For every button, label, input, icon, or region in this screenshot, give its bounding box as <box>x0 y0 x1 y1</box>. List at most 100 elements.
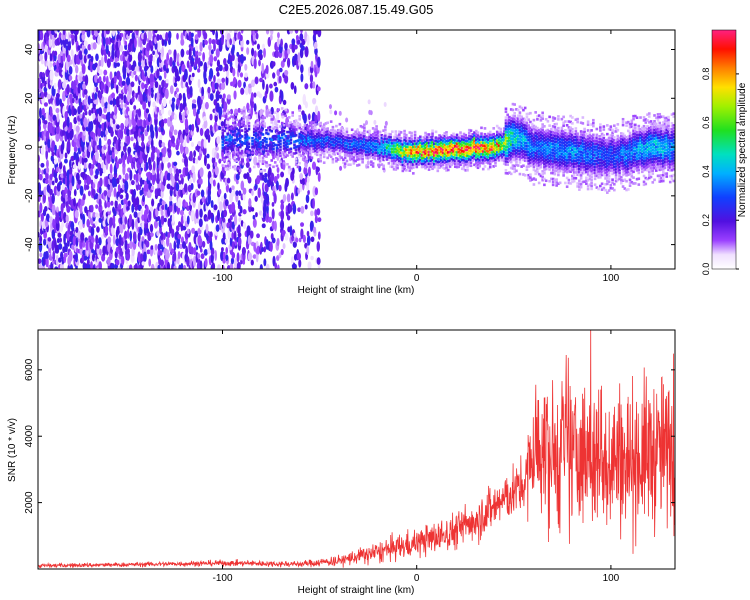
spectrogram-cell <box>347 154 350 158</box>
spectrogram-cell <box>471 150 475 154</box>
spectrogram-cell <box>322 135 326 138</box>
spectrogram-cell <box>315 166 320 173</box>
spectrogram-cell <box>373 157 377 161</box>
spectrogram-cell <box>502 147 506 151</box>
spectrogram-cell <box>107 81 111 88</box>
spectrogram-cell <box>558 140 562 144</box>
spectrogram-cell <box>314 143 317 147</box>
spectrogram-cell <box>515 108 518 111</box>
spectrogram-cell <box>529 135 532 138</box>
spectrogram-cell <box>173 129 178 136</box>
spectrogram-cell <box>307 134 310 137</box>
spectrogram-cell <box>258 142 261 145</box>
spectrogram-cell <box>352 141 356 145</box>
spectrogram-cell <box>336 140 340 144</box>
spectrogram-cell <box>536 141 539 145</box>
spectrogram-cell <box>405 151 408 155</box>
spectrogram-cell <box>38 154 41 163</box>
spectrogram-cell <box>551 154 555 157</box>
spectrogram-cell <box>513 144 516 147</box>
spectrogram-cell <box>364 156 368 160</box>
spectrogram-cell <box>525 142 529 145</box>
spectrogram-cell <box>41 72 46 78</box>
spectrogram-cell <box>525 115 529 119</box>
spectrogram-cell <box>45 149 49 160</box>
spectrogram-cell <box>293 53 298 62</box>
spectrogram-cell <box>301 152 305 155</box>
spectrogram-cell <box>289 225 293 237</box>
spectrogram-cell <box>190 76 194 81</box>
spectrogram-cell <box>392 147 396 151</box>
spectrogram-cell <box>100 56 104 68</box>
spectrogram-cell <box>92 212 96 218</box>
spectrogram-cell <box>483 165 487 168</box>
spectrogram-cell <box>162 240 166 248</box>
spectrogram-cell <box>256 142 260 145</box>
spectrogram-cell <box>263 122 267 125</box>
spectrogram-cell <box>363 143 366 147</box>
spectrogram-cell <box>186 256 190 267</box>
spectrogram-cell <box>478 153 482 156</box>
spectrogram-cell <box>532 124 536 128</box>
spectrogram-cell <box>506 154 509 158</box>
spectrogram-cell <box>492 132 496 136</box>
spectrogram-cell <box>308 147 312 151</box>
spectrogram-cell <box>536 126 539 130</box>
spectrogram-cell <box>539 154 543 157</box>
spectrogram-cell <box>303 138 307 142</box>
spectrogram-cell <box>502 159 506 163</box>
spectrogram-cell <box>44 179 49 184</box>
spectrogram-cell <box>242 153 246 157</box>
spectrogram-cell <box>506 139 509 143</box>
spectrogram-cell <box>466 139 469 143</box>
spectrogram-cell <box>286 215 291 221</box>
spectrogram-cell <box>162 232 166 241</box>
spectrogram-cell <box>87 190 91 197</box>
spectrogram-cell <box>464 163 468 166</box>
spectrogram-cell <box>427 153 431 157</box>
spectrogram-cell <box>350 157 354 161</box>
spectrogram-cell <box>368 153 371 156</box>
spectrogram-cell <box>553 149 557 152</box>
spectrogram-cell <box>480 132 483 135</box>
spectrogram-cell <box>75 226 79 234</box>
spectrogram-cell <box>544 117 548 121</box>
spectrogram-cell <box>294 119 298 123</box>
spectrogram-cell <box>515 125 518 129</box>
spectrogram-cell <box>457 156 461 160</box>
spectrogram-cell <box>132 197 137 208</box>
spectrogram-cell <box>104 101 109 109</box>
spectrogram-cell <box>312 81 316 89</box>
spectrogram-cell <box>233 138 237 142</box>
spectrogram-cell <box>557 115 560 118</box>
spectrogram-cell <box>238 190 242 197</box>
spectrogram-cell <box>431 146 434 150</box>
spectrogram-cell <box>233 90 237 100</box>
spectrogram-cell <box>137 108 142 118</box>
spectrogram-cell <box>492 150 496 154</box>
spectrogram-cell <box>438 134 441 137</box>
spectrogram-cell <box>161 46 165 58</box>
spectrogram-cell <box>534 149 537 152</box>
spectrogram-cell <box>443 167 447 170</box>
spectrogram-cell <box>534 131 537 135</box>
spectrogram-cell <box>38 182 42 193</box>
spectrogram-cell <box>301 38 306 46</box>
spectrogram-cell <box>233 167 237 171</box>
spectrogram-cell <box>244 136 247 140</box>
spectrogram-cell <box>438 140 441 143</box>
spectrogram-cell <box>279 145 282 149</box>
spectrogram-cell <box>154 105 158 115</box>
spectrogram-cell <box>124 151 128 160</box>
spectrogram-cell <box>499 151 503 154</box>
spectrogram-cell <box>394 133 398 136</box>
spectrogram-cell <box>361 146 364 149</box>
spectrogram-cell <box>415 142 419 145</box>
spectrogram-cell <box>415 156 419 160</box>
spectrogram-cell <box>99 157 103 163</box>
spectrogram-cell <box>499 133 503 137</box>
spectrogram-cell <box>483 147 487 151</box>
spectrogram-cell <box>363 135 366 138</box>
spectrogram-cell <box>255 212 258 218</box>
